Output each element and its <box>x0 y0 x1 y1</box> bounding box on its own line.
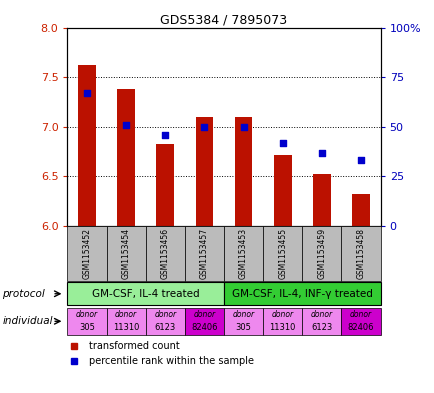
Text: GSM1153458: GSM1153458 <box>356 228 365 279</box>
Title: GDS5384 / 7895073: GDS5384 / 7895073 <box>160 13 287 26</box>
Bar <box>263 308 302 335</box>
Bar <box>117 89 135 226</box>
Text: GSM1153454: GSM1153454 <box>122 228 130 279</box>
Text: donor: donor <box>271 310 293 319</box>
Bar <box>302 226 341 281</box>
Bar <box>224 282 380 305</box>
Text: donor: donor <box>193 310 215 319</box>
Text: 11310: 11310 <box>269 323 295 332</box>
Text: GM-CSF, IL-4 treated: GM-CSF, IL-4 treated <box>92 289 199 299</box>
Point <box>240 123 247 130</box>
Text: 6123: 6123 <box>311 323 332 332</box>
Text: donor: donor <box>154 310 176 319</box>
Bar <box>234 117 252 226</box>
Point <box>83 90 90 96</box>
Text: 82406: 82406 <box>191 323 217 332</box>
Text: donor: donor <box>232 310 254 319</box>
Bar <box>184 226 224 281</box>
Bar <box>224 308 263 335</box>
Bar <box>302 308 341 335</box>
Bar <box>145 226 184 281</box>
Bar <box>195 117 213 226</box>
Text: 11310: 11310 <box>113 323 139 332</box>
Text: percentile rank within the sample: percentile rank within the sample <box>89 356 254 367</box>
Text: protocol: protocol <box>2 289 45 299</box>
Text: transformed count: transformed count <box>89 341 180 351</box>
Bar <box>156 143 174 226</box>
Point <box>161 132 168 138</box>
Point <box>201 123 207 130</box>
Bar <box>224 226 263 281</box>
Text: GM-CSF, IL-4, INF-γ treated: GM-CSF, IL-4, INF-γ treated <box>231 289 372 299</box>
Text: 82406: 82406 <box>347 323 373 332</box>
Text: GSM1153452: GSM1153452 <box>82 228 91 279</box>
Point <box>122 121 129 128</box>
Text: 305: 305 <box>79 323 95 332</box>
Bar <box>352 194 369 226</box>
Bar <box>341 308 380 335</box>
Bar <box>67 282 224 305</box>
Bar <box>78 65 95 226</box>
Text: 6123: 6123 <box>155 323 175 332</box>
Text: donor: donor <box>310 310 332 319</box>
Text: GSM1153457: GSM1153457 <box>200 228 208 279</box>
Text: GSM1153453: GSM1153453 <box>239 228 247 279</box>
Bar <box>341 226 380 281</box>
Bar <box>67 226 106 281</box>
Bar <box>106 308 145 335</box>
Bar <box>312 174 330 226</box>
Text: donor: donor <box>76 310 98 319</box>
Bar <box>184 308 224 335</box>
Bar <box>106 226 145 281</box>
Text: donor: donor <box>349 310 371 319</box>
Text: GSM1153459: GSM1153459 <box>317 228 326 279</box>
Bar <box>67 308 106 335</box>
Bar <box>273 154 291 226</box>
Point <box>318 149 325 156</box>
Text: donor: donor <box>115 310 137 319</box>
Text: GSM1153456: GSM1153456 <box>161 228 169 279</box>
Text: GSM1153455: GSM1153455 <box>278 228 286 279</box>
Text: individual: individual <box>2 316 53 326</box>
Point <box>279 140 286 146</box>
Point <box>357 157 364 163</box>
Bar <box>263 226 302 281</box>
Text: 305: 305 <box>235 323 251 332</box>
Bar <box>145 308 184 335</box>
